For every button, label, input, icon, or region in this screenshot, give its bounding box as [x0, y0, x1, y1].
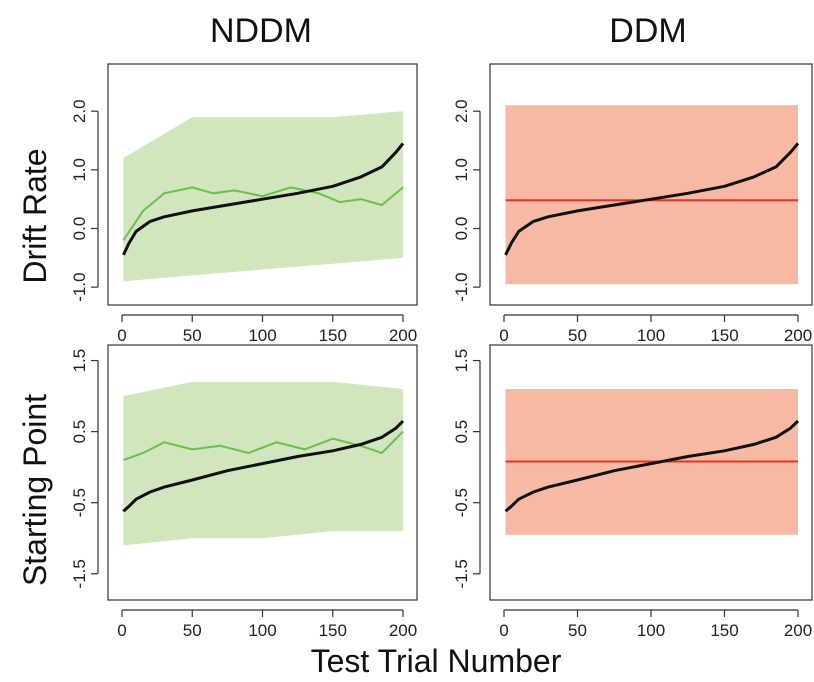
panel-ddm-start: 0 50 100 150 200 -1.5 -0.5 0.5 1.5 — [452, 344, 813, 640]
x-axis-title: Test Trial Number — [311, 643, 562, 679]
ddm-drift-y-tick-label: 2.0 — [452, 99, 471, 123]
ddm-drift-y-tick-label: 0.0 — [452, 217, 471, 241]
nddm-drift-y-tick-label: 0.0 — [70, 217, 89, 241]
nddm-start-sorted-line — [122, 419, 405, 513]
ddm-start-plot-frame — [489, 344, 813, 601]
ddm-start-x-tick-label: 100 — [637, 621, 665, 640]
ddm-start-x-tick-label: 200 — [784, 621, 812, 640]
nddm-drift-mean-line — [122, 186, 404, 241]
ddm-start-sorted-line — [504, 419, 800, 513]
ddm-drift-x-tick-label: 0 — [499, 326, 508, 345]
panel-nddm-drift: 0 50 100 150 200 -1.0 0.0 1.0 2.0 — [70, 63, 418, 345]
ddm-start-y-tick-label: -1.5 — [452, 559, 471, 588]
nddm-start-x-tick-label: 200 — [389, 621, 417, 640]
nddm-drift-y-tick-label: -1.0 — [70, 272, 89, 301]
nddm-drift-y-tick-label: 1.0 — [70, 158, 89, 182]
nddm-start-x-tick-label: 150 — [319, 621, 347, 640]
panels-group: 0 50 100 150 200 -1.0 0.0 1.0 2.0 0 50 100 150 200 -1.… — [70, 63, 813, 640]
nddm-drift-y-tick-label: 2.0 — [70, 99, 89, 123]
nddm-start-mean-line — [123, 430, 404, 462]
nddm-drift-x-tick-label: 0 — [117, 326, 126, 345]
ddm-drift-x-tick-label: 150 — [710, 326, 738, 345]
nddm-drift-plot-frame — [107, 63, 418, 306]
ddm-drift-y-tick-label: -1.0 — [452, 272, 471, 301]
nddm-start-y-tick-label: -1.5 — [70, 559, 89, 588]
ddm-drift-x-tick-label: 200 — [784, 326, 812, 345]
ddm-drift-sorted-line — [504, 142, 800, 256]
ddm-drift-plot-frame — [489, 63, 813, 306]
ddm-start-y-tick-label: 0.5 — [452, 420, 471, 444]
ddm-drift-x-tick-label: 50 — [568, 326, 587, 345]
panel-ddm-drift: 0 50 100 150 200 -1.0 0.0 1.0 2.0 — [452, 63, 813, 345]
nddm-start-y-tick-label: 1.5 — [70, 349, 89, 373]
ddm-drift-x-tick-label: 100 — [637, 326, 665, 345]
ddm-start-x-tick-label: 50 — [568, 621, 587, 640]
nddm-start-y-tick-label: 0.5 — [70, 420, 89, 444]
row-title-starting-point: Starting Point — [17, 394, 53, 586]
nddm-drift-x-tick-label: 50 — [183, 326, 202, 345]
ddm-start-x-tick-label: 150 — [710, 621, 738, 640]
nddm-start-x-tick-label: 50 — [183, 621, 202, 640]
nddm-drift-x-tick-label: 150 — [319, 326, 347, 345]
ddm-start-x-tick-label: 0 — [499, 621, 508, 640]
nddm-drift-x-tick-label: 100 — [248, 326, 276, 345]
ddm-drift-y-tick-label: 1.0 — [452, 158, 471, 182]
nddm-start-x-tick-label: 100 — [248, 621, 276, 640]
nddm-start-plot-frame — [107, 344, 418, 601]
panel-nddm-start: 0 50 100 150 200 -1.5 -0.5 0.5 1.5 — [70, 344, 418, 640]
column-title-ddm: DDM — [609, 12, 686, 50]
ddm-start-y-tick-label: 1.5 — [452, 349, 471, 373]
nddm-start-y-tick-label: -0.5 — [70, 488, 89, 517]
nddm-drift-x-tick-label: 200 — [389, 326, 417, 345]
column-title-nddm: NDDM — [210, 12, 312, 50]
row-title-drift-rate: Drift Rate — [17, 148, 53, 283]
nddm-drift-sorted-line — [122, 142, 405, 256]
ddm-drift-credible-band — [505, 105, 798, 285]
nddm-start-x-tick-label: 0 — [117, 621, 126, 640]
ddm-start-y-tick-label: -0.5 — [452, 488, 471, 517]
